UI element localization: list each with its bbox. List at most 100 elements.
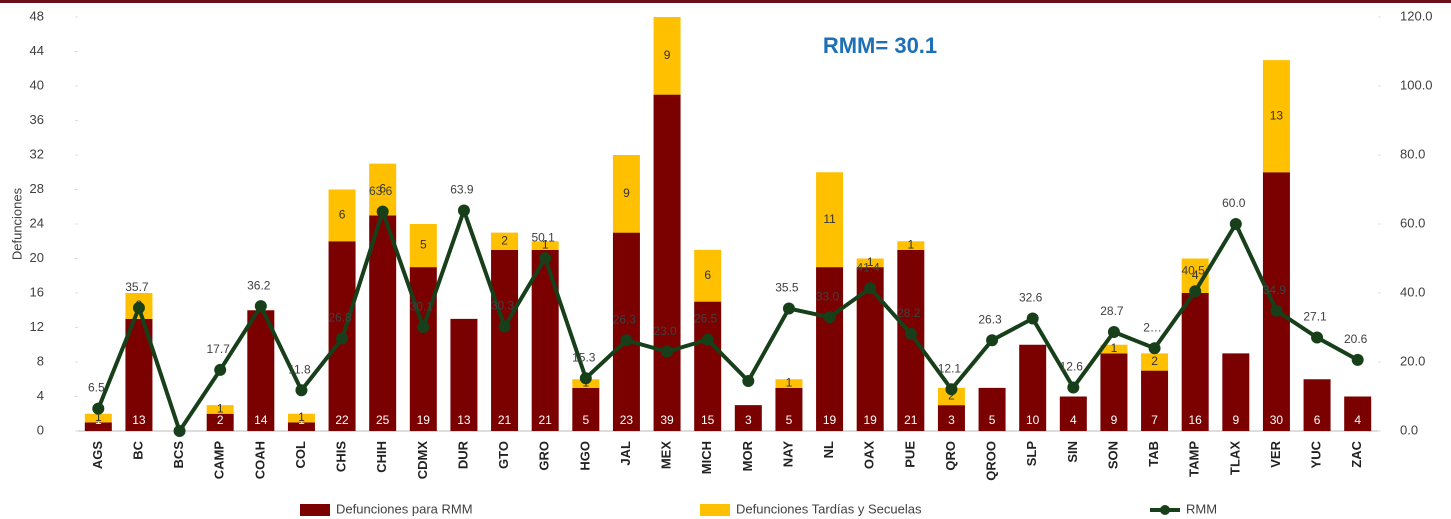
bar-segment (612, 155, 640, 233)
data-label: 13 (457, 413, 471, 427)
line-marker (661, 345, 674, 358)
data-label: 14 (254, 413, 268, 427)
line-marker (132, 301, 145, 314)
y-tick-label: 44 (30, 43, 44, 58)
bar-segment (1100, 344, 1128, 354)
x-tick-label: TAMP (1187, 441, 1202, 477)
x-tick-label: JAL (618, 441, 633, 466)
bar-segment (1141, 353, 1169, 371)
line-marker (498, 320, 511, 333)
data-label: 19 (823, 413, 837, 427)
bar-segment (84, 413, 112, 423)
data-label: 30.3 (491, 299, 515, 313)
data-label: 9 (664, 48, 671, 62)
line-marker (1148, 342, 1161, 355)
y-tick-label: 20 (30, 250, 44, 265)
bar-segment (897, 249, 925, 431)
x-tick-label: SLP (1024, 441, 1039, 467)
data-label: 4 (1354, 413, 1361, 427)
data-label: 41.4 (857, 260, 881, 274)
data-label: 2 (1151, 354, 1158, 368)
data-label: 21 (498, 413, 512, 427)
x-tick-label: DUR (455, 440, 470, 469)
line-marker (295, 384, 308, 397)
x-tick-label: COAH (252, 441, 267, 479)
data-label: 13 (1270, 108, 1284, 122)
bar-segment (409, 224, 437, 268)
data-label: 12.6 (1060, 360, 1084, 374)
legend-label: RMM (1186, 501, 1217, 516)
y-tick-label: 4 (37, 388, 44, 403)
y-tick-label: 24 (30, 215, 44, 230)
bar-segment (1303, 379, 1331, 431)
line-marker (620, 334, 633, 347)
bar-segment (816, 172, 844, 268)
x-tick-label: HGO (577, 441, 592, 471)
y2-tick-label: 40.0 (1400, 284, 1425, 299)
data-label: 39 (660, 413, 674, 427)
legend-label: Defunciones Tardías y Secuelas (736, 501, 922, 516)
bar-segment (247, 310, 275, 431)
data-label: 12.1 (938, 361, 962, 375)
y2-tick-label: 120.0 (1400, 8, 1433, 23)
line-marker (823, 311, 836, 324)
bar-segment (775, 379, 803, 388)
bar-segment (653, 17, 681, 95)
line-marker (214, 363, 227, 376)
y-tick-label: 40 (30, 77, 44, 92)
data-label: 3 (745, 413, 752, 427)
x-tick-label: QROO (984, 441, 999, 481)
data-label: 1 (907, 238, 914, 252)
data-label: 1 (217, 402, 224, 416)
data-label: 9 (1111, 413, 1118, 427)
y2-tick-label: 20.0 (1400, 353, 1425, 368)
data-label: 7 (1151, 413, 1158, 427)
bar-segment (531, 241, 559, 250)
data-label: 30.1 (410, 299, 434, 313)
y-tick-label: 32 (30, 146, 44, 161)
bar-segment (1059, 396, 1087, 431)
data-label: 6.5 (88, 381, 105, 395)
top-band (0, 0, 1451, 3)
bar-segment (1141, 370, 1169, 431)
bar-segment (734, 405, 762, 431)
data-label: 28.7 (1100, 304, 1124, 318)
line-marker (945, 383, 958, 396)
bar-segment (816, 267, 844, 431)
x-tick-label: OAX (862, 441, 877, 470)
data-label: 35.7 (125, 280, 149, 294)
data-label: 19 (864, 413, 878, 427)
bar-segment (653, 94, 681, 431)
x-tick-label: BCS (171, 441, 186, 469)
bar-segment (1262, 60, 1290, 173)
x-tick-label: QRO (943, 441, 958, 471)
x-tick-label: CHIH (374, 441, 389, 473)
line-marker (1229, 218, 1242, 230)
bar-segment (1222, 353, 1250, 431)
y-tick-label: 0 (37, 422, 44, 437)
legend-swatch (700, 504, 730, 516)
line-marker (701, 333, 714, 346)
bar-segment (206, 413, 234, 431)
data-label: 15.3 (572, 350, 596, 364)
data-label: 27.1 (1303, 310, 1327, 324)
bar-segment (409, 267, 437, 431)
data-label: 2 (501, 233, 508, 247)
x-tick-label: GRO (537, 441, 552, 471)
data-label: 4 (1070, 413, 1077, 427)
bar-segment (694, 301, 722, 431)
x-tick-label: TLAX (1227, 441, 1242, 475)
bar-segment (287, 422, 315, 431)
bar-segment (572, 387, 600, 431)
data-label: 25 (376, 413, 390, 427)
bar-segment (1344, 396, 1372, 431)
bar-segment (1181, 293, 1209, 431)
line-marker (579, 372, 592, 385)
line-marker (376, 205, 389, 218)
data-label: 26.3 (613, 312, 637, 326)
data-label: 16 (1189, 413, 1203, 427)
data-label: 4 (1192, 268, 1199, 282)
data-label: 1 (298, 410, 305, 424)
bar-segment (84, 422, 112, 431)
